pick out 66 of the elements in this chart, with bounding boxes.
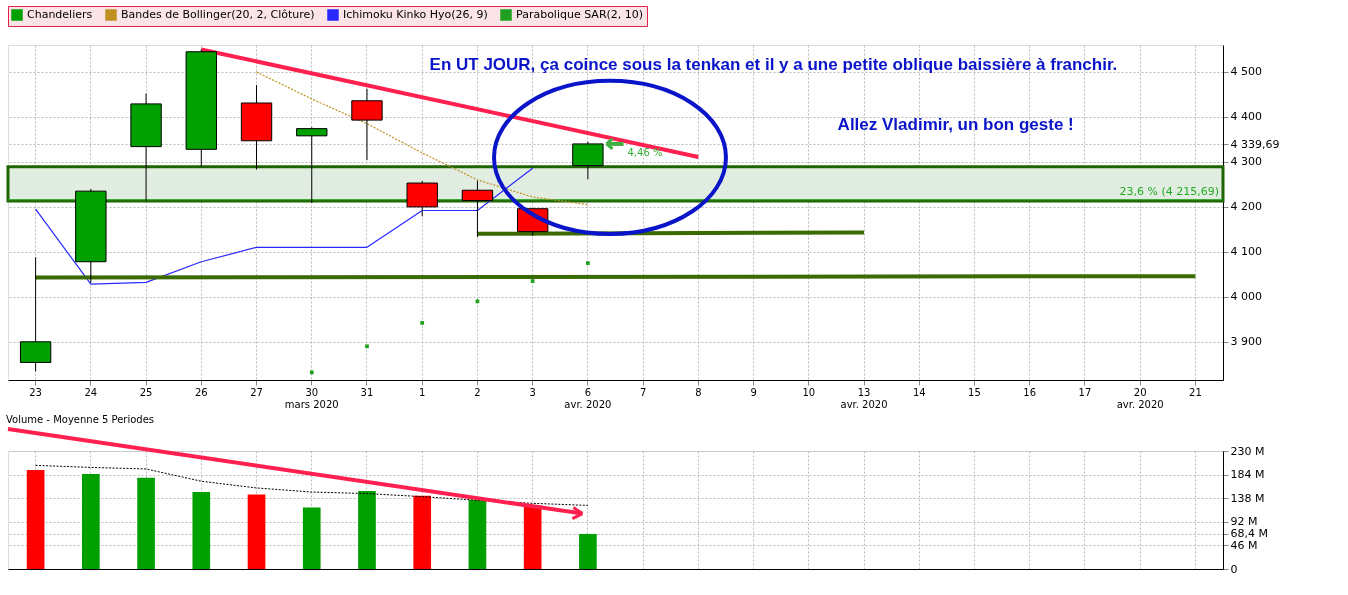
point	[586, 261, 590, 265]
line-series	[255, 71, 589, 206]
bar	[358, 491, 376, 569]
x-tick-label: 9	[750, 386, 757, 398]
x-tick-label: 2	[474, 386, 481, 398]
x-tick-label: 27	[250, 386, 263, 398]
legend-label: Chandeliers	[27, 8, 93, 21]
x-tick-label: 7	[639, 386, 647, 398]
chart-title: Volume - Moyenne 5 Periodes	[6, 414, 155, 425]
y-tick-label: 4 300	[1230, 155, 1262, 169]
x-tick-label: 17	[1078, 386, 1092, 398]
x-tick-label: 10	[802, 386, 816, 398]
y-tick-label: 4 500	[1230, 65, 1262, 79]
candlestick	[296, 126, 328, 204]
y-tick-label: 4 200	[1230, 200, 1262, 214]
x-tick-label: 21	[1189, 386, 1202, 398]
y-tick-label: 4 400	[1230, 110, 1262, 124]
bar	[579, 533, 597, 569]
point	[365, 344, 369, 349]
x-tick-label: 8	[695, 386, 702, 398]
legend-label: Bandes de Bollinger(20, 2, Clôture)	[121, 8, 315, 21]
bar	[523, 505, 542, 569]
y-tick-label: 92 M	[1230, 515, 1258, 529]
bar	[468, 499, 487, 569]
bar	[247, 494, 266, 569]
point	[420, 321, 425, 325]
x-tick-label: 25	[139, 386, 153, 398]
y-tick-label: 4 000	[1230, 290, 1262, 304]
y-tick-label: 46 M	[1230, 538, 1258, 552]
x-tick-label: 23	[29, 386, 42, 398]
x-tick-label: 14	[912, 386, 926, 398]
line-series	[35, 167, 534, 285]
y-tick-label: 184 M	[1230, 468, 1265, 482]
x-tick-label: 24	[84, 386, 98, 398]
y-tick-label: 138 M	[1230, 491, 1265, 505]
ref-line-label: 23,6 % (4 215,69)	[1119, 184, 1219, 198]
y-tick-label: 4 100	[1230, 245, 1262, 259]
bar	[26, 469, 45, 569]
point	[309, 370, 314, 375]
line-series	[35, 464, 589, 506]
annotation: Allez Vladimir, un bon geste !	[837, 115, 1074, 134]
y-tick-label: 4 339,69	[1230, 137, 1280, 151]
y-tick-label: 3 900	[1230, 335, 1262, 349]
bar	[302, 507, 321, 569]
y-tick-label: 68,4 M	[1230, 527, 1268, 541]
x-tick-label: 1	[419, 386, 426, 398]
x-tick-label: 15	[968, 386, 981, 398]
x-tick-label: 16	[1023, 386, 1037, 398]
y-tick-label: 0	[1230, 562, 1238, 576]
x-tick-label: 31	[360, 386, 374, 398]
point	[530, 279, 535, 283]
bar	[82, 474, 100, 569]
y-tick-label: 230 M	[1230, 444, 1265, 458]
bar	[413, 495, 432, 569]
x-tick-label: 26	[194, 386, 208, 398]
x-tick-label: 13 avr. 2020	[840, 386, 888, 410]
x-tick-label: 6 avr. 2020	[564, 386, 612, 410]
legend-label: Ichimoku Kinko Hyo(26, 9)	[343, 8, 488, 21]
legend-label: Parabolique SAR(2, 10)	[516, 8, 644, 21]
annotation: En UT JOUR, ça coince sous la tenkan et il y a une petite oblique baissière à franchir.	[429, 55, 1118, 74]
x-tick-label: 20 avr. 2020	[1116, 386, 1164, 410]
x-tick-label: 3	[529, 386, 536, 398]
x-tick-label: 30 mars 2020	[284, 386, 339, 410]
bar	[137, 477, 155, 569]
annotation: 4,46 %	[627, 146, 663, 158]
bar	[192, 492, 211, 569]
